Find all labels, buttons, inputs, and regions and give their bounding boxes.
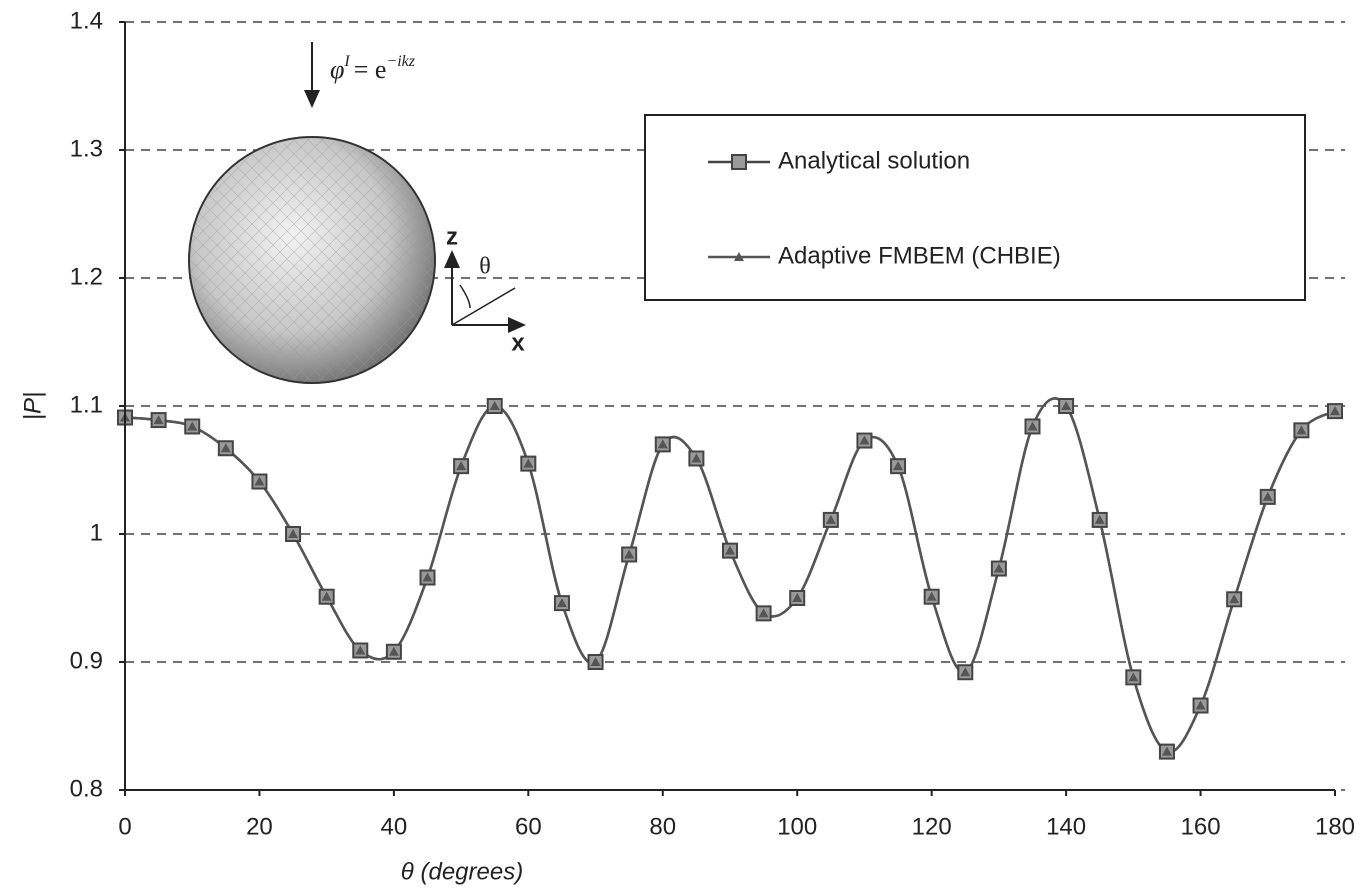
marker-triangle: [758, 608, 769, 618]
marker-triangle: [1262, 491, 1273, 501]
marker-triangle: [388, 646, 399, 656]
marker-triangle: [993, 563, 1004, 573]
marker-triangle: [1229, 594, 1240, 604]
sphere-mesh: [190, 138, 434, 382]
plot: [117, 397, 1343, 760]
y-tick-label: 0.9: [70, 647, 103, 674]
legend-label: Analytical solution: [778, 147, 970, 174]
marker-triangle: [355, 645, 366, 655]
marker-triangle: [893, 461, 904, 471]
marker-triangle: [1061, 401, 1072, 410]
x-tick-label: 180: [1315, 813, 1355, 840]
marker-triangle: [489, 401, 500, 410]
x-tick-label: 100: [777, 813, 817, 840]
legend: Analytical solution Adaptive FMBEM (CHBIE…: [644, 114, 1306, 301]
angle-arc: [459, 284, 471, 309]
marker-triangle: [859, 435, 870, 445]
marker-triangle: [321, 591, 332, 601]
legend-box: [644, 114, 1306, 301]
marker-triangle: [288, 529, 299, 538]
marker-triangle: [1128, 672, 1139, 682]
marker-triangle: [187, 421, 198, 431]
marker-triangle: [422, 572, 433, 582]
series-line: [124, 397, 1336, 754]
marker-triangle: [960, 667, 971, 677]
z-label: z: [446, 223, 458, 250]
marker-triangle: [220, 443, 231, 453]
marker-triangle: [926, 591, 937, 601]
y-tick-label: 0.8: [70, 775, 103, 802]
marker-triangle: [734, 252, 744, 261]
marker-triangle: [590, 657, 601, 666]
marker-triangle: [1027, 421, 1038, 431]
x-tick-label: 140: [1046, 813, 1086, 840]
marker-triangle: [792, 593, 803, 602]
marker-triangle: [1195, 700, 1206, 710]
marker-triangle: [725, 545, 735, 555]
y-tick-label: 1.1: [70, 391, 103, 418]
x-tick-label: 20: [246, 813, 273, 840]
x-label-inset: x: [511, 329, 525, 356]
marker-triangle: [691, 453, 702, 463]
marker-triangle: [523, 458, 534, 468]
x-tick-label: 160: [1181, 813, 1221, 840]
marker-triangle: [657, 439, 668, 449]
marker-square: [731, 154, 747, 170]
legend-label: Adaptive FMBEM (CHBIE): [778, 242, 1061, 269]
marker-triangle: [254, 476, 265, 486]
x-tick-label: 40: [381, 813, 408, 840]
x-axis-label: θ (degrees): [401, 858, 523, 885]
marker-triangle: [1094, 514, 1105, 524]
x-tick-label: 0: [118, 813, 131, 840]
marker-triangle: [556, 598, 567, 608]
marker-triangle: [456, 461, 467, 471]
x-tick-label: 80: [649, 813, 676, 840]
inset: φI = e−ikz z x θ: [188, 42, 526, 384]
y-tick-label: 1.4: [70, 7, 103, 34]
y-tick-label: 1.3: [70, 135, 103, 162]
angle-label: θ: [479, 254, 491, 280]
direction-line: [451, 287, 516, 326]
marker-triangle: [825, 514, 836, 524]
marker-triangle: [1296, 425, 1307, 435]
marker-triangle: [624, 549, 635, 559]
series-line: [124, 397, 1336, 754]
y-tick-label: 1.2: [70, 263, 103, 290]
x-tick-label: 120: [912, 813, 952, 840]
x-tick-label: 60: [515, 813, 542, 840]
marker-triangle: [153, 415, 164, 425]
y-tick-label: 1: [90, 519, 103, 546]
marker-triangle: [1330, 406, 1340, 416]
y-axis-label: |P|: [19, 392, 46, 420]
marker-triangle: [1161, 746, 1172, 756]
wave-label: φI = e−ikz: [330, 53, 416, 84]
